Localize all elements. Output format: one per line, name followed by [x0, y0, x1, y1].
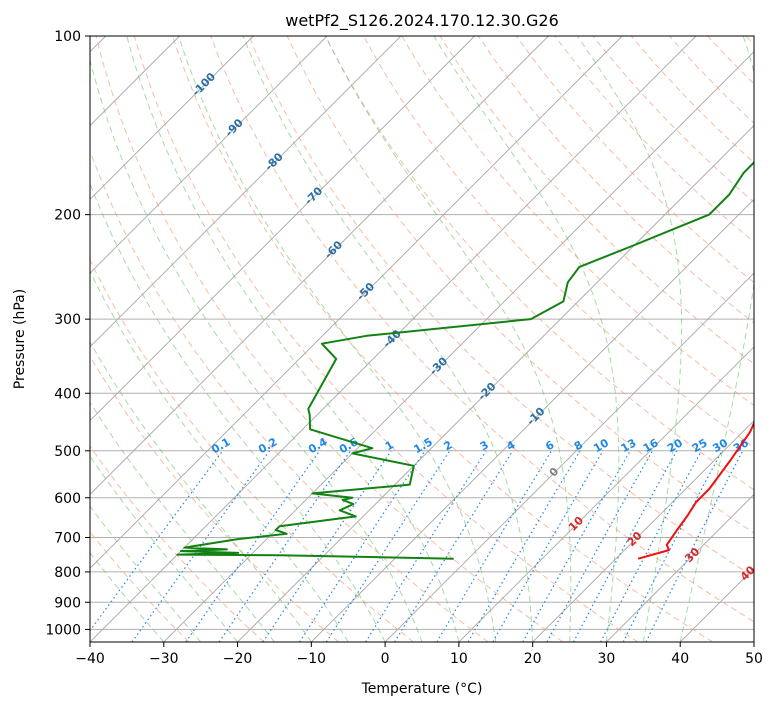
x-tick-label: −20: [223, 651, 253, 667]
x-tick-label: 40: [671, 651, 689, 667]
y-tick-label: 400: [54, 386, 81, 402]
chart-title: wetPf2_S126.2024.170.12.30.G26: [285, 11, 559, 31]
y-tick-label: 800: [54, 565, 81, 581]
x-tick-label: 10: [450, 651, 468, 667]
y-tick-label: 600: [54, 491, 81, 507]
x-tick-label: 20: [524, 651, 542, 667]
x-tick-label: −30: [149, 651, 179, 667]
y-axis-label: Pressure (hPa): [12, 289, 28, 389]
x-tick-label: −40: [75, 651, 105, 667]
x-tick-label: 30: [598, 651, 616, 667]
y-tick-label: 100: [54, 29, 81, 45]
y-tick-label: 700: [54, 531, 81, 547]
x-axis-label: Temperature (°C): [361, 681, 483, 697]
x-tick-label: −10: [297, 651, 327, 667]
y-tick-label: 200: [54, 208, 81, 224]
y-tick-label: 1000: [45, 622, 81, 638]
x-tick-label: 0: [381, 651, 390, 667]
y-tick-label: 900: [54, 595, 81, 611]
x-tick-label: 50: [745, 651, 763, 667]
y-tick-label: 300: [54, 312, 81, 328]
y-tick-label: 500: [54, 444, 81, 460]
